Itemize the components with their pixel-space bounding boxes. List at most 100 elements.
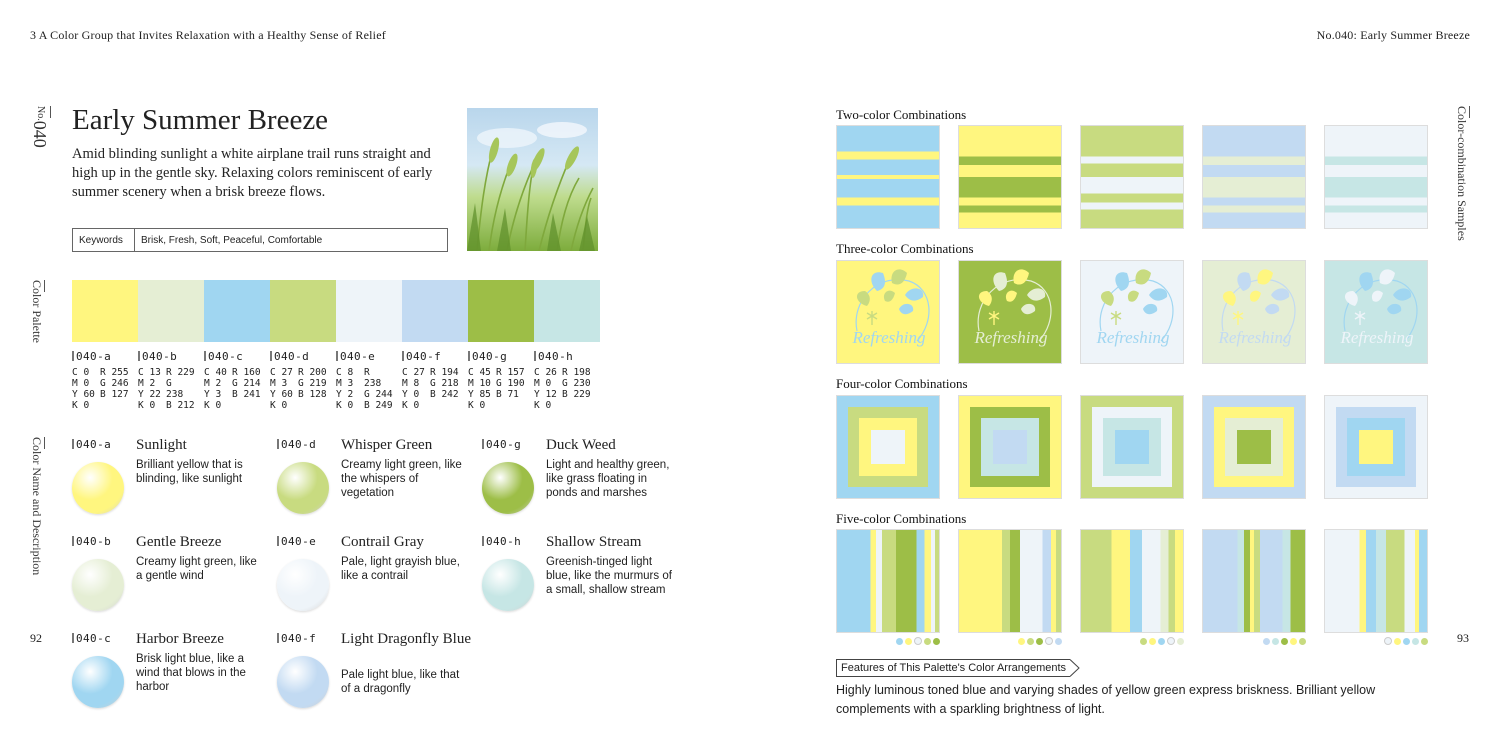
color-code: 040-d: [277, 438, 316, 451]
rgb-value: R 194: [430, 367, 459, 378]
color-dot: [1055, 638, 1062, 645]
leaf-shape: [1271, 288, 1290, 301]
rgb-value: G 214: [232, 378, 261, 389]
cmyk-value: M 3: [270, 378, 288, 389]
leaf-shape: [1115, 272, 1129, 291]
cmyk-value: M 2: [138, 378, 156, 389]
color-dots: [1004, 637, 1062, 645]
color-description: Brisk light blue, like a wind that blows…: [136, 653, 246, 693]
rgb-value: 238: [166, 389, 184, 400]
rgb-value: [232, 400, 268, 411]
side-number: No.040: [29, 106, 51, 148]
keywords-value: Brisk, Fresh, Soft, Peaceful, Comfortabl…: [141, 234, 323, 246]
keywords-box: Keywords Brisk, Fresh, Soft, Peaceful, C…: [72, 228, 448, 252]
palette-swatch: [204, 280, 270, 342]
keywords-label: Keywords: [73, 229, 135, 251]
square-layer: [993, 430, 1027, 464]
refreshing-text: Refreshing: [1339, 328, 1413, 347]
cmyk-value: C 27: [402, 367, 425, 378]
color-code-text: 040-d: [281, 438, 317, 451]
color-code-text: 040-f: [281, 632, 317, 645]
refreshing-text: Refreshing: [851, 328, 925, 347]
palette-code-text: 040-d: [274, 350, 310, 363]
color-code: 040-c: [72, 632, 111, 645]
code-marker: [72, 536, 74, 546]
rgb-value: B 127: [100, 389, 129, 400]
palette-specs: 040-a C 0 R 255 M 0 G 246 Y 60 B 127 K 0 040-b C …: [72, 350, 600, 411]
color-name: Light Dragonfly Blue: [341, 631, 471, 647]
color-dot: [1018, 638, 1025, 645]
palette-spec: 040-c C 40 R 160 M 2 G 214 Y 3 B 241 K 0: [204, 350, 270, 411]
rgb-value: R: [364, 367, 370, 378]
five-color-sample: [836, 529, 940, 633]
rgb-value: B 242: [430, 389, 459, 400]
page-title: Early Summer Breeze: [72, 104, 329, 136]
color-dots: [1370, 637, 1428, 645]
cmyk-value: M 8: [402, 378, 420, 389]
leaf-shape: [1027, 288, 1046, 301]
leaf-shape: [905, 288, 924, 301]
side-number-value: 040: [30, 120, 50, 148]
rgb-value: G: [166, 378, 172, 389]
leaf-shape: [1257, 269, 1273, 285]
color-code-text: 040-a: [76, 438, 112, 451]
color-description: Pale, light grayish blue, like a contrai…: [341, 556, 460, 582]
square-layer: [1115, 430, 1149, 464]
rgb-value: R 229: [166, 367, 195, 378]
side-rule: [50, 106, 51, 118]
leaf-shape: [1359, 272, 1373, 291]
palette-code: 040-a: [72, 350, 138, 363]
palette-spec: 040-b C 13 R 229 M 2 G Y 22 238 K 0 B 212: [138, 350, 204, 411]
leaf-shape: [1013, 269, 1029, 285]
color-dot: [1177, 638, 1184, 645]
rgb-value: R 200: [298, 367, 327, 378]
palette-spec: 040-e C 8 R M 3 238 Y 2 G 244 K 0 B 249: [336, 350, 402, 411]
color-description: Light and healthy green, like grass floa…: [546, 459, 670, 499]
cmyk-value: Y 12: [534, 389, 557, 400]
cmyk-value: Y 60: [72, 389, 95, 400]
palette-code-text: 040-c: [208, 350, 244, 363]
color-dots: [1126, 637, 1184, 645]
color-sphere: [72, 656, 124, 708]
leaf-illustration: Refreshing: [851, 269, 930, 347]
code-marker: [277, 633, 279, 643]
features-label: Features of This Palette's Color Arrange…: [836, 659, 1071, 677]
palette-code: 040-e: [336, 350, 402, 363]
color-code-text: 040-g: [486, 438, 522, 451]
rgb-value: B 212: [166, 400, 195, 411]
rgb-value: [430, 400, 466, 411]
palette-strip: [72, 280, 600, 342]
rgb-value: [562, 400, 598, 411]
cmyk-value: C 13: [138, 367, 161, 378]
code-marker: [534, 351, 536, 361]
color-dot: [1384, 637, 1392, 645]
leaf-shape: [871, 272, 885, 291]
color-description: Creamy light green, like the whispers of…: [341, 459, 462, 499]
rgb-value: 238: [364, 378, 382, 389]
leaf-illustration: Refreshing: [1339, 269, 1418, 347]
two-color-title: Two-color Combinations: [836, 107, 967, 122]
color-code: 040-g: [482, 438, 521, 451]
leaf-shape: [993, 272, 1007, 291]
color-dot: [1394, 638, 1401, 645]
color-entry: 040-d Whisper Green Creamy light green, li…: [277, 436, 477, 531]
cmyk-value: K 0: [468, 400, 486, 411]
color-entry: 040-e Contrail Gray Pale, light grayish bl…: [277, 533, 477, 628]
color-name-grid: 040-a Sunlight Brilliant yellow that is bl…: [72, 436, 672, 736]
two-color-sample: [836, 125, 940, 229]
color-code-text: 040-b: [76, 535, 112, 548]
color-name: Duck Weed: [546, 437, 616, 453]
side-rule: [1469, 106, 1470, 118]
color-sphere: [277, 559, 329, 611]
color-dot: [1140, 638, 1147, 645]
palette-code-text: 040-f: [406, 350, 442, 363]
color-dot: [905, 638, 912, 645]
leaf-shape: [1149, 288, 1168, 301]
code-marker: [72, 439, 74, 449]
leaf-shape: [856, 291, 870, 306]
swirl-line: [1221, 279, 1296, 342]
wheat-photo: [467, 108, 598, 251]
color-code: 040-f: [277, 632, 316, 645]
leaf-shape: [1005, 290, 1017, 302]
palette-code-text: 040-a: [76, 350, 112, 363]
